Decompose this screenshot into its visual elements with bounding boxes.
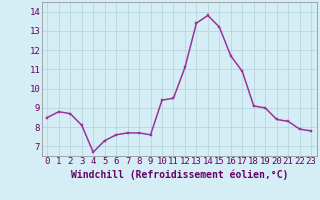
X-axis label: Windchill (Refroidissement éolien,°C): Windchill (Refroidissement éolien,°C) — [70, 169, 288, 180]
